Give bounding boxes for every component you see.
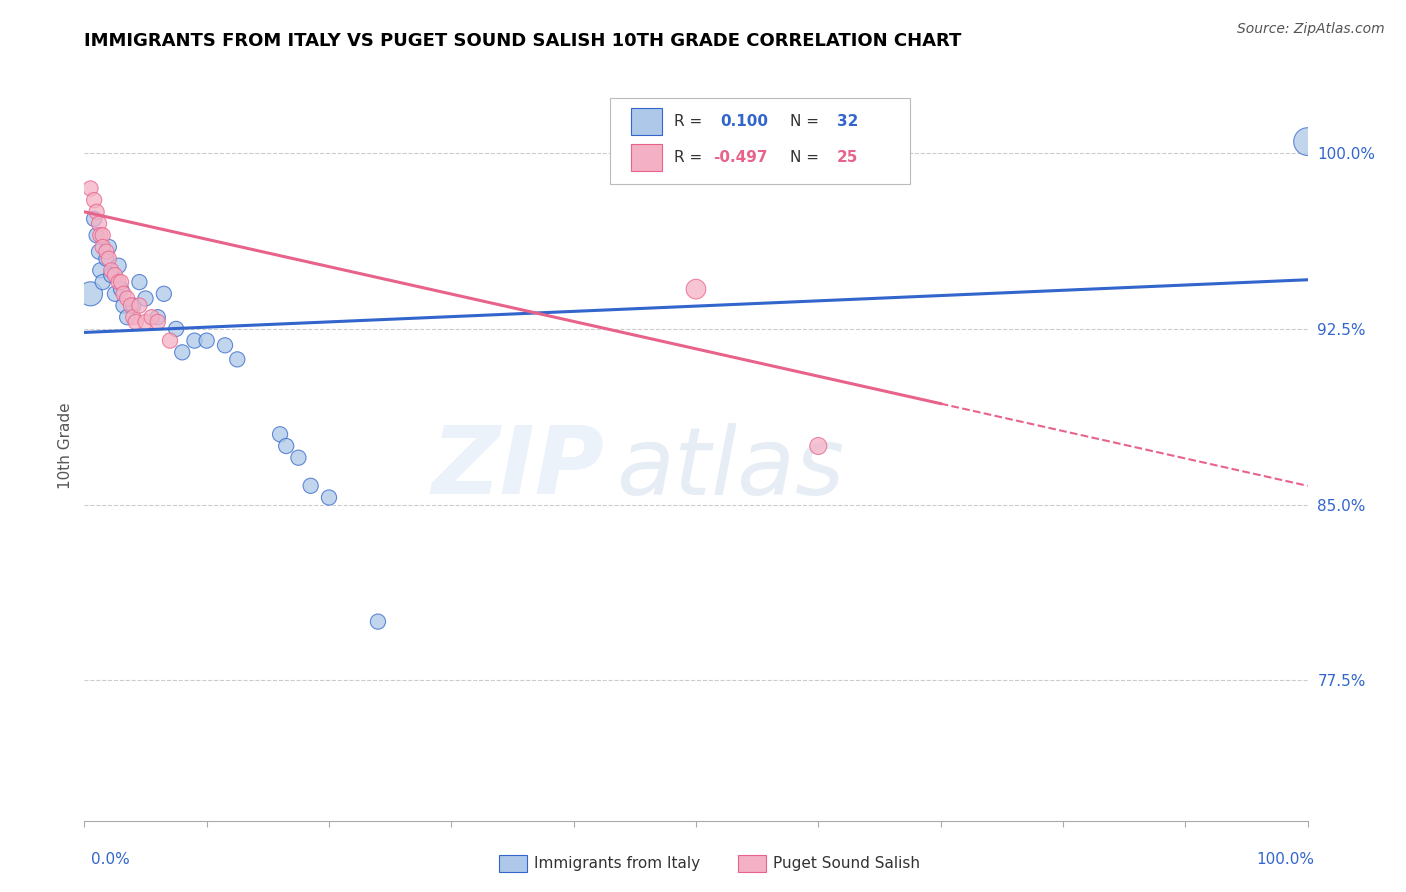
Text: N =: N = bbox=[790, 114, 824, 129]
Text: -0.497: -0.497 bbox=[713, 150, 768, 165]
Point bbox=[367, 615, 389, 629]
Point bbox=[83, 211, 105, 226]
Point bbox=[91, 228, 114, 243]
Point bbox=[115, 310, 138, 325]
Point bbox=[135, 315, 157, 329]
Point bbox=[226, 352, 249, 367]
Point bbox=[128, 298, 150, 312]
Point bbox=[135, 292, 157, 306]
Point bbox=[112, 286, 135, 301]
Point bbox=[122, 310, 145, 325]
Point bbox=[86, 204, 108, 219]
Point bbox=[91, 275, 114, 289]
Point bbox=[91, 240, 114, 254]
Point bbox=[79, 181, 101, 195]
Point bbox=[195, 334, 218, 348]
Point bbox=[146, 315, 169, 329]
Text: ZIP: ZIP bbox=[432, 423, 605, 515]
Point bbox=[89, 228, 111, 243]
Point bbox=[318, 491, 340, 505]
Y-axis label: 10th Grade: 10th Grade bbox=[58, 402, 73, 490]
Point bbox=[100, 263, 122, 277]
Point bbox=[97, 240, 120, 254]
Point bbox=[89, 263, 111, 277]
Point bbox=[100, 268, 122, 282]
Text: 100.0%: 100.0% bbox=[1257, 852, 1315, 867]
Point bbox=[86, 228, 108, 243]
Text: 25: 25 bbox=[837, 150, 858, 165]
Point bbox=[165, 322, 187, 336]
Bar bbox=[631, 108, 662, 135]
Point bbox=[112, 298, 135, 312]
Text: Puget Sound Salish: Puget Sound Salish bbox=[773, 856, 921, 871]
Point bbox=[128, 275, 150, 289]
Point bbox=[287, 450, 309, 465]
Point bbox=[122, 298, 145, 312]
Text: N =: N = bbox=[790, 150, 824, 165]
Point bbox=[1296, 135, 1319, 149]
Point bbox=[110, 275, 132, 289]
Point bbox=[807, 439, 830, 453]
Point bbox=[104, 268, 127, 282]
Point bbox=[153, 286, 176, 301]
Text: IMMIGRANTS FROM ITALY VS PUGET SOUND SALISH 10TH GRADE CORRELATION CHART: IMMIGRANTS FROM ITALY VS PUGET SOUND SAL… bbox=[84, 32, 962, 50]
Point bbox=[299, 479, 322, 493]
Text: R =: R = bbox=[673, 114, 711, 129]
Point bbox=[83, 193, 105, 207]
Point bbox=[183, 334, 205, 348]
Point bbox=[96, 252, 118, 266]
Point bbox=[172, 345, 194, 359]
Bar bbox=[631, 144, 662, 171]
Point bbox=[214, 338, 236, 352]
Text: Source: ZipAtlas.com: Source: ZipAtlas.com bbox=[1237, 22, 1385, 37]
Point bbox=[87, 217, 110, 231]
Text: 0.0%: 0.0% bbox=[91, 852, 131, 867]
Point bbox=[96, 244, 118, 259]
Point bbox=[269, 427, 291, 442]
Text: atlas: atlas bbox=[616, 423, 845, 514]
Point bbox=[87, 244, 110, 259]
Text: 0.100: 0.100 bbox=[720, 114, 769, 129]
Point bbox=[97, 252, 120, 266]
Point bbox=[107, 259, 129, 273]
Point bbox=[125, 315, 148, 329]
Point bbox=[159, 334, 181, 348]
Text: Immigrants from Italy: Immigrants from Italy bbox=[534, 856, 700, 871]
Point bbox=[104, 286, 127, 301]
Text: 32: 32 bbox=[837, 114, 858, 129]
Point bbox=[107, 275, 129, 289]
FancyBboxPatch shape bbox=[610, 97, 910, 184]
Point bbox=[685, 282, 707, 296]
Point bbox=[146, 310, 169, 325]
Point bbox=[110, 282, 132, 296]
Point bbox=[79, 286, 101, 301]
Point bbox=[115, 292, 138, 306]
Point bbox=[276, 439, 298, 453]
Text: R =: R = bbox=[673, 150, 707, 165]
Point bbox=[141, 310, 163, 325]
Point bbox=[120, 298, 142, 312]
